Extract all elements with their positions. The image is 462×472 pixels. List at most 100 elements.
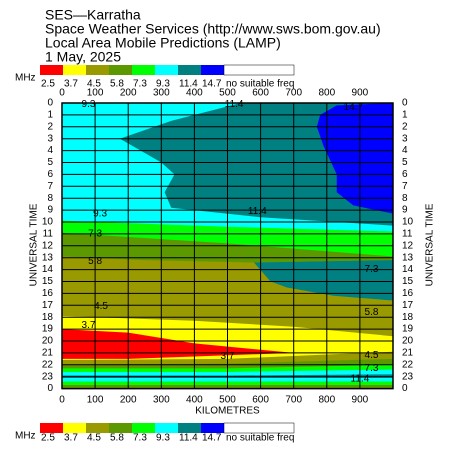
legend-label: no suitable freq: [226, 79, 294, 90]
legend-swatch: [109, 65, 132, 75]
legend-label: 5.8: [110, 79, 124, 90]
contour-label: 7.3: [365, 264, 379, 275]
legend-label: 14.7: [202, 433, 222, 444]
y-tick-label: 16: [402, 288, 414, 299]
legend-swatch: [86, 65, 109, 75]
x-tick-label: 400: [186, 88, 203, 99]
x-tick-label: 900: [352, 395, 369, 406]
y-tick-label: 1: [402, 110, 408, 121]
plot-frame: [61, 102, 394, 390]
y-tick-label: 19: [42, 324, 54, 335]
y-tick-label: 18: [402, 312, 414, 323]
contour-label: 7.3: [365, 363, 379, 374]
x-tick-label: 0: [59, 395, 65, 406]
y-tick-label: 19: [402, 324, 414, 335]
contour-region: [253, 260, 393, 301]
y-tick-label: 2: [47, 121, 53, 132]
y-tick-label: 1: [47, 110, 53, 121]
title-line: 1 May, 2025: [45, 49, 121, 65]
title-line: SES—Karratha: [45, 7, 141, 23]
legend-swatch: [201, 423, 224, 433]
y-tick-label: 14: [402, 264, 414, 275]
x-tick-label: 300: [153, 395, 170, 406]
y-tick-label: 22: [402, 359, 414, 370]
x-tick-label: 500: [219, 88, 236, 99]
y-axis-title: UNIVERSAL TIME: [425, 203, 436, 286]
contour-label: 11.4: [248, 206, 267, 217]
legend-swatch: [155, 65, 178, 75]
y-tick-label: 11: [402, 229, 413, 240]
legend-swatch: [63, 65, 86, 75]
y-axis-title: UNIVERSAL TIME: [29, 203, 40, 286]
y-tick-label: 13: [42, 252, 54, 263]
contour-label: 9.3: [82, 99, 96, 110]
legend-label: 3.7: [64, 79, 78, 90]
x-tick-label: 800: [318, 88, 335, 99]
y-tick-label: 20: [42, 336, 54, 347]
x-tick-label: 600: [252, 88, 269, 99]
y-tick-label: 7: [47, 181, 53, 192]
legend-swatch: [132, 65, 155, 75]
y-tick-label: 6: [402, 169, 408, 180]
y-tick-label: 3: [47, 133, 53, 144]
legend-label: 4.5: [87, 433, 101, 444]
y-tick-label: 20: [402, 336, 414, 347]
legend-swatch: [63, 423, 86, 433]
y-tick-label: 11: [43, 229, 54, 240]
contour-label: 11.4: [351, 374, 370, 385]
x-tick-label: 900: [352, 88, 369, 99]
x-tick-label: 200: [120, 395, 137, 406]
y-tick-label: 21: [42, 348, 54, 359]
y-tick-label: 8: [47, 193, 53, 204]
y-tick-label: 22: [42, 359, 54, 370]
contour-label: 3.7: [221, 351, 235, 362]
legend-swatch: [201, 65, 224, 75]
y-tick-label: 9: [402, 205, 408, 216]
y-tick-label: 23: [42, 371, 54, 382]
y-tick-label: 13: [402, 252, 414, 263]
x-tick-label: 300: [153, 88, 170, 99]
legend-swatch: [86, 423, 109, 433]
legend-label: no suitable freq: [226, 433, 294, 444]
y-tick-label: 0: [47, 98, 53, 109]
legend-label: 11.4: [179, 433, 198, 444]
legend-swatch: [40, 65, 63, 75]
x-tick-label: 100: [87, 88, 104, 99]
y-tick-label: 5: [402, 157, 408, 168]
contour-label: 7.3: [88, 229, 102, 240]
legend-label: 4.5: [87, 79, 101, 90]
legend-label: 14.7: [202, 79, 222, 90]
y-tick-label: 10: [42, 217, 54, 228]
y-tick-label: 6: [47, 169, 53, 180]
contour-label: 5.8: [365, 307, 379, 318]
legend-label: 9.3: [156, 79, 170, 90]
x-tick-label: 400: [186, 395, 203, 406]
legend-label: 2.5: [41, 433, 55, 444]
legend-label: 7.3: [133, 433, 147, 444]
y-tick-label: 5: [47, 157, 53, 168]
x-tick-label: 600: [252, 395, 269, 406]
legend-unit: MHz: [15, 73, 36, 84]
legend-swatch: [178, 423, 201, 433]
x-tick-label: 0: [59, 88, 65, 99]
legend-swatch: [40, 423, 63, 433]
y-tick-label: 0: [402, 98, 408, 109]
y-tick-label: 9: [47, 205, 53, 216]
contour-label: 9.3: [93, 208, 107, 219]
title-line: Space Weather Services (http://www.sws.b…: [45, 21, 381, 37]
legend-label: 11.4: [179, 79, 198, 90]
legend-unit: MHz: [15, 431, 36, 442]
x-tick-label: 700: [285, 395, 302, 406]
y-tick-label: 10: [402, 217, 414, 228]
y-tick-label: 0: [402, 383, 408, 394]
y-tick-label: 16: [42, 288, 54, 299]
x-tick-label: 200: [120, 88, 137, 99]
x-tick-label: 700: [285, 88, 302, 99]
legend-label: 2.5: [41, 79, 55, 90]
x-tick-label: 800: [318, 395, 335, 406]
y-tick-label: 17: [42, 300, 54, 311]
y-tick-label: 8: [402, 193, 408, 204]
y-tick-label: 18: [42, 312, 54, 323]
